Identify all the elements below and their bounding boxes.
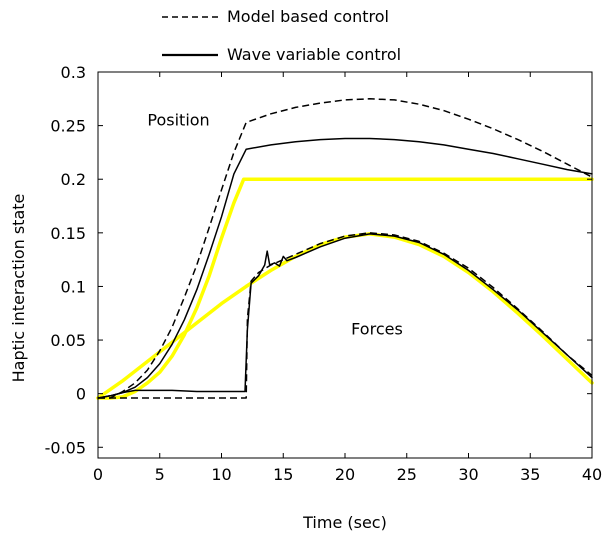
x-tick-label: 25 [397, 465, 417, 484]
y-tick-label: 0.15 [50, 224, 86, 243]
annotation-layer: Position Forces [147, 111, 402, 339]
x-tick-label: 10 [211, 465, 231, 484]
series-line-model_based-4 [98, 232, 593, 399]
ticks-layer: 0 5 10 15 20 25 30 35 40 -0.05 0 0.05 0.1 0.15 0.2 0.25… [45, 63, 602, 484]
y-tick-label: 0.1 [61, 277, 86, 296]
series-line-wave_variable-3 [97, 137, 593, 399]
plot-frame [97, 71, 593, 459]
series-line-reference-0 [96, 177, 594, 400]
series-layer [96, 98, 594, 400]
series-line-reference-1 [96, 232, 594, 400]
y-tick-label: 0 [76, 385, 86, 404]
y-tick-label: 0.05 [50, 331, 86, 350]
annotation-position: Position [147, 111, 209, 130]
series-line-model_based-2 [98, 98, 593, 399]
legend: Model based control Wave variable contro… [162, 7, 401, 64]
y-tick-label: 0.2 [61, 170, 86, 189]
y-axis-label: Haptic interaction state [9, 194, 28, 383]
legend-label-wave-variable: Wave variable control [227, 45, 401, 64]
series-line-wave_variable-5 [97, 233, 593, 399]
x-tick-label: 35 [520, 465, 540, 484]
y-tick-label: 0.25 [50, 117, 86, 136]
y-tick-label: 0.3 [61, 63, 86, 82]
annotation-forces: Forces [351, 320, 403, 339]
x-tick-label: 5 [155, 465, 165, 484]
x-tick-label: 40 [582, 465, 602, 484]
x-axis-label: Time (sec) [302, 513, 387, 532]
x-tick-label: 20 [335, 465, 355, 484]
legend-label-model-based: Model based control [227, 7, 389, 26]
y-tick-label: -0.05 [45, 438, 86, 457]
x-tick-label: 15 [273, 465, 293, 484]
x-tick-label: 0 [93, 465, 103, 484]
x-tick-label: 30 [458, 465, 478, 484]
